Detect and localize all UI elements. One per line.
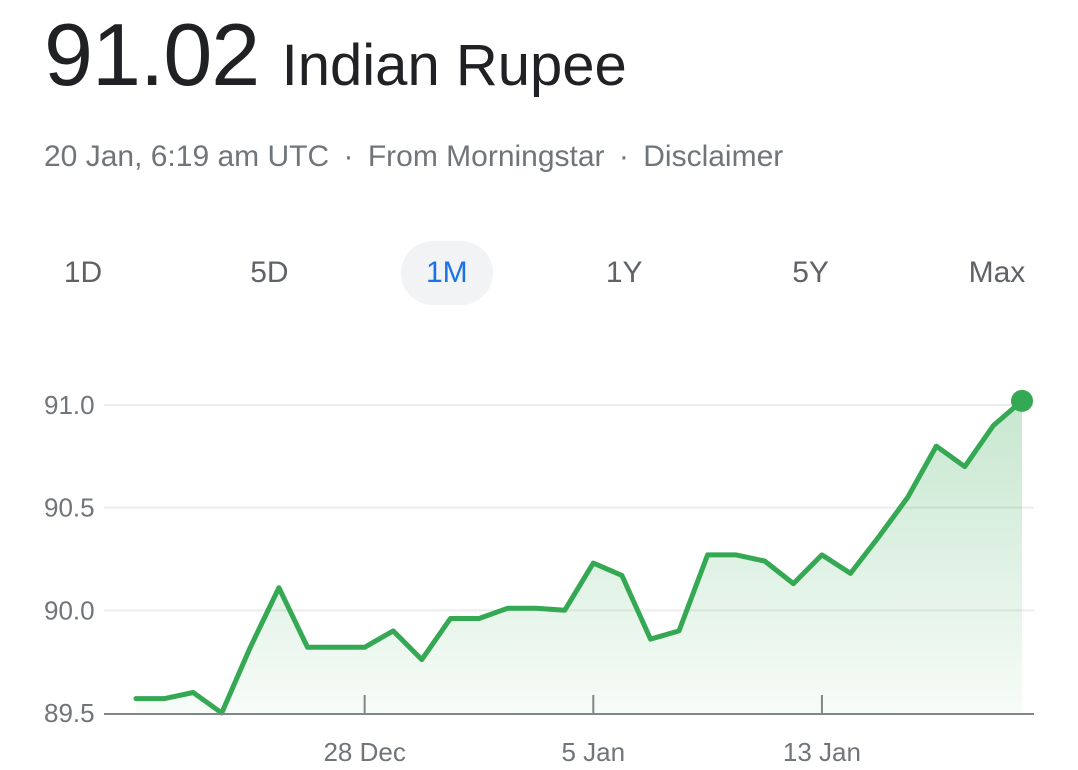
data-point: [304, 644, 310, 650]
exchange-rate-chart[interactable]: 91.0 90.5 90.0 89.5 28 Dec 5 Jan 13 Jan: [0, 360, 1078, 770]
y-tick-label: 89.5: [44, 698, 95, 728]
data-point: [819, 552, 825, 558]
data-point: [762, 558, 768, 564]
y-tick-label: 90.0: [44, 595, 95, 625]
data-point: [247, 644, 253, 650]
data-point: [848, 570, 854, 576]
data-point: [533, 605, 539, 611]
data-point: [790, 581, 796, 587]
disclaimer-link[interactable]: Disclaimer: [643, 140, 784, 173]
tab-1d[interactable]: 1D: [63, 256, 103, 289]
y-tick-label: 90.5: [44, 493, 95, 523]
x-tick-label: 28 Dec: [323, 737, 405, 767]
currency-name: Indian Rupee: [281, 33, 627, 98]
area-fill: [136, 400, 1022, 713]
latest-point-dot: [1011, 389, 1033, 412]
data-point: [676, 628, 682, 634]
data-point: [647, 636, 653, 642]
data-point: [876, 533, 882, 539]
exchange-rate-value: 91.02: [44, 5, 260, 104]
data-point: [505, 605, 511, 611]
tab-max[interactable]: Max: [968, 256, 1026, 289]
y-tick-label: 91.0: [44, 390, 95, 420]
data-point: [562, 607, 568, 613]
tab-5d[interactable]: 5D: [250, 256, 289, 289]
meta-separator: ·: [343, 140, 354, 173]
data-point: [619, 572, 625, 578]
data-point: [962, 464, 968, 470]
rate-meta: 20 Jan, 6:19 am UTC · From Morningstar ·…: [44, 140, 783, 174]
rate-timestamp: 20 Jan, 6:19 am UTC: [44, 140, 330, 173]
data-point: [190, 689, 196, 695]
tab-1y[interactable]: 1Y: [605, 256, 643, 289]
series-line: [133, 398, 1025, 716]
data-point: [447, 616, 453, 622]
data-point: [162, 696, 168, 702]
rate-header: 91.02 Indian Rupee: [44, 4, 627, 106]
data-point: [390, 628, 396, 634]
data-point: [990, 423, 996, 429]
x-tick-label: 13 Jan: [783, 737, 861, 767]
tab-5y[interactable]: 5Y: [792, 256, 829, 289]
data-point: [905, 494, 911, 500]
data-point: [276, 585, 282, 591]
data-point: [705, 552, 711, 558]
data-point: [333, 644, 339, 650]
data-point: [590, 560, 596, 566]
meta-separator: ·: [618, 140, 629, 173]
time-range-tabs: 1D 5D 1M 1Y 5Y Max: [28, 240, 1052, 306]
data-point: [733, 552, 739, 558]
rate-source: From Morningstar: [367, 140, 605, 173]
data-point: [933, 443, 939, 449]
data-point: [362, 644, 368, 650]
data-point: [419, 657, 425, 663]
data-point: [133, 696, 139, 702]
data-point: [476, 616, 482, 622]
tab-1m[interactable]: 1M: [400, 241, 493, 305]
x-tick-label: 5 Jan: [561, 737, 625, 767]
